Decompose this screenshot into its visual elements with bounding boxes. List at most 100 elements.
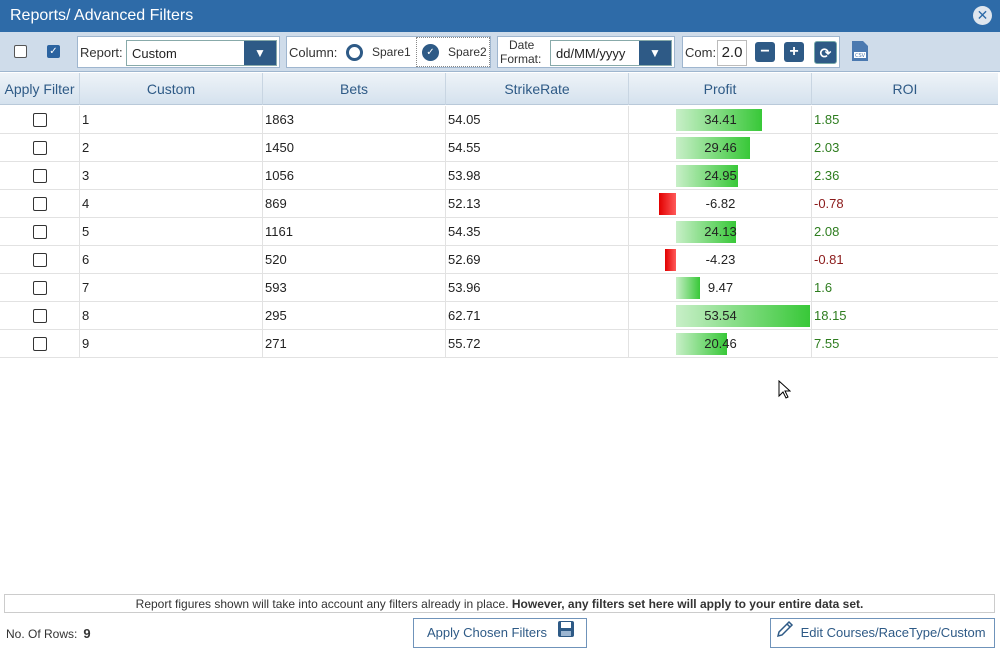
roi-cell: 2.36 bbox=[814, 168, 840, 183]
plus-icon[interactable]: + bbox=[784, 42, 804, 62]
profit-bar bbox=[665, 249, 676, 271]
apply-filter-checkbox[interactable] bbox=[33, 253, 47, 267]
roi-cell: 2.08 bbox=[814, 224, 840, 239]
save-icon bbox=[557, 620, 575, 648]
edit-courses-button[interactable]: Edit Courses/RaceType/Custom bbox=[770, 618, 995, 648]
table-row[interactable]: 5 1161 54.35 24.13 2.08 bbox=[0, 218, 998, 246]
apply-filter-checkbox[interactable] bbox=[33, 309, 47, 323]
roi-cell: 1.85 bbox=[814, 112, 840, 127]
bets-cell: 869 bbox=[263, 190, 446, 218]
apply-filter-checkbox[interactable] bbox=[33, 337, 47, 351]
chevron-down-icon[interactable]: ▼ bbox=[639, 41, 671, 65]
note-bold-text: However, any filters set here will apply… bbox=[511, 597, 864, 611]
apply-filter-cell bbox=[0, 190, 80, 218]
chevron-down-icon[interactable]: ▼ bbox=[244, 41, 276, 65]
close-icon[interactable]: ✕ bbox=[973, 6, 992, 25]
bets-cell: 1863 bbox=[263, 106, 446, 134]
date-format-value: dd/MM/yyyy bbox=[556, 46, 626, 61]
strikerate-cell: 54.05 bbox=[446, 106, 629, 134]
roi-cell: 7.55 bbox=[814, 336, 840, 351]
row-count-value: 9 bbox=[83, 626, 91, 641]
table-row[interactable]: 9 271 55.72 20.46 7.55 bbox=[0, 330, 998, 358]
spare2-radio[interactable]: ✓ bbox=[422, 44, 439, 61]
profit-cell: -6.82 bbox=[629, 190, 812, 218]
strikerate-cell: 54.35 bbox=[446, 218, 629, 246]
apply-filters-button[interactable]: Apply Chosen Filters bbox=[413, 618, 587, 648]
apply-filter-cell bbox=[0, 246, 80, 274]
table-row[interactable]: 4 869 52.13 -6.82 -0.78 bbox=[0, 190, 998, 218]
bets-cell: 1056 bbox=[263, 162, 446, 190]
table-row[interactable]: 8 295 62.71 53.54 18.15 bbox=[0, 302, 998, 330]
svg-text:CSV: CSV bbox=[855, 53, 866, 59]
strikerate-cell: 54.55 bbox=[446, 134, 629, 162]
profit-cell: 29.46 bbox=[629, 134, 812, 162]
strikerate-cell: 55.72 bbox=[446, 330, 629, 358]
table-row[interactable]: 3 1056 53.98 24.95 2.36 bbox=[0, 162, 998, 190]
header-strikerate[interactable]: StrikeRate bbox=[446, 73, 629, 105]
window-title: Reports/ Advanced Filters bbox=[10, 7, 194, 24]
apply-filter-checkbox[interactable] bbox=[33, 281, 47, 295]
profit-bar bbox=[676, 277, 700, 299]
profit-bar bbox=[676, 305, 810, 327]
apply-filter-checkbox[interactable] bbox=[33, 225, 47, 239]
header-profit[interactable]: Profit bbox=[629, 73, 812, 105]
header-custom[interactable]: Custom bbox=[80, 73, 263, 105]
select-all-checkbox[interactable]: ✓ bbox=[47, 45, 60, 58]
export-csv-icon[interactable]: CSV bbox=[851, 40, 869, 62]
strikerate-cell: 52.13 bbox=[446, 190, 629, 218]
apply-filter-checkbox[interactable] bbox=[33, 141, 47, 155]
spare2-option[interactable]: ✓ Spare2 bbox=[416, 37, 490, 67]
apply-filter-cell bbox=[0, 330, 80, 358]
profit-value: 53.54 bbox=[704, 308, 737, 323]
profit-bar bbox=[676, 137, 750, 159]
table-header: Apply Filter Custom Bets StrikeRate Prof… bbox=[0, 73, 998, 105]
profit-bar bbox=[676, 165, 739, 187]
table-row[interactable]: 7 593 53.96 9.47 1.6 bbox=[0, 274, 998, 302]
profit-value: -4.23 bbox=[705, 252, 736, 267]
header-roi[interactable]: ROI bbox=[892, 81, 918, 97]
commission-input[interactable]: 2.0 bbox=[717, 40, 747, 66]
bets-cell: 593 bbox=[263, 274, 446, 302]
custom-cell: 5 bbox=[80, 218, 263, 246]
apply-filter-checkbox[interactable] bbox=[33, 113, 47, 127]
roi-cell: -0.81 bbox=[814, 252, 844, 267]
date-format-select[interactable]: dd/MM/yyyy ▼ bbox=[550, 40, 672, 66]
header-apply-filter[interactable]: Apply Filter bbox=[0, 73, 80, 105]
profit-value: 29.46 bbox=[704, 140, 737, 155]
profit-bar bbox=[676, 109, 763, 131]
roi-cell: 18.15 bbox=[814, 308, 847, 323]
custom-cell: 8 bbox=[80, 302, 263, 330]
column-label: Column: bbox=[289, 45, 338, 60]
filter-note: Report figures shown will take into acco… bbox=[4, 594, 995, 613]
apply-filter-checkbox[interactable] bbox=[33, 169, 47, 183]
table-row[interactable]: 6 520 52.69 -4.23 -0.81 bbox=[0, 246, 998, 274]
table-row[interactable]: 2 1450 54.55 29.46 2.03 bbox=[0, 134, 998, 162]
custom-cell: 6 bbox=[80, 246, 263, 274]
report-select[interactable]: Custom ▼ bbox=[126, 40, 277, 66]
profit-value: 24.13 bbox=[704, 224, 737, 239]
table-row[interactable]: 1 1863 54.05 34.41 1.85 bbox=[0, 106, 998, 134]
commission-label: Com: bbox=[685, 45, 717, 60]
minus-icon[interactable]: − bbox=[755, 42, 775, 62]
bets-cell: 520 bbox=[263, 246, 446, 274]
report-value: Custom bbox=[132, 46, 177, 61]
profit-cell: 53.54 bbox=[629, 302, 812, 330]
profit-value: 20.46 bbox=[704, 336, 737, 351]
strikerate-cell: 53.96 bbox=[446, 274, 629, 302]
bets-cell: 1450 bbox=[263, 134, 446, 162]
spare1-label: Spare1 bbox=[372, 45, 411, 59]
report-label: Report: bbox=[80, 45, 123, 60]
strikerate-cell: 62.71 bbox=[446, 302, 629, 330]
select-none-checkbox[interactable] bbox=[14, 45, 27, 58]
date-label: Date bbox=[509, 38, 535, 52]
report-group: Report: Custom ▼ bbox=[77, 36, 280, 68]
profit-cell: -4.23 bbox=[629, 246, 812, 274]
apply-filter-checkbox[interactable] bbox=[33, 197, 47, 211]
header-bets[interactable]: Bets bbox=[263, 73, 446, 105]
refresh-icon[interactable]: ⟳ bbox=[814, 41, 837, 64]
spare1-radio[interactable] bbox=[346, 44, 363, 61]
apply-filters-label: Apply Chosen Filters bbox=[427, 625, 547, 640]
mouse-cursor-icon bbox=[778, 379, 792, 403]
custom-cell: 4 bbox=[80, 190, 263, 218]
profit-bar bbox=[658, 193, 676, 215]
